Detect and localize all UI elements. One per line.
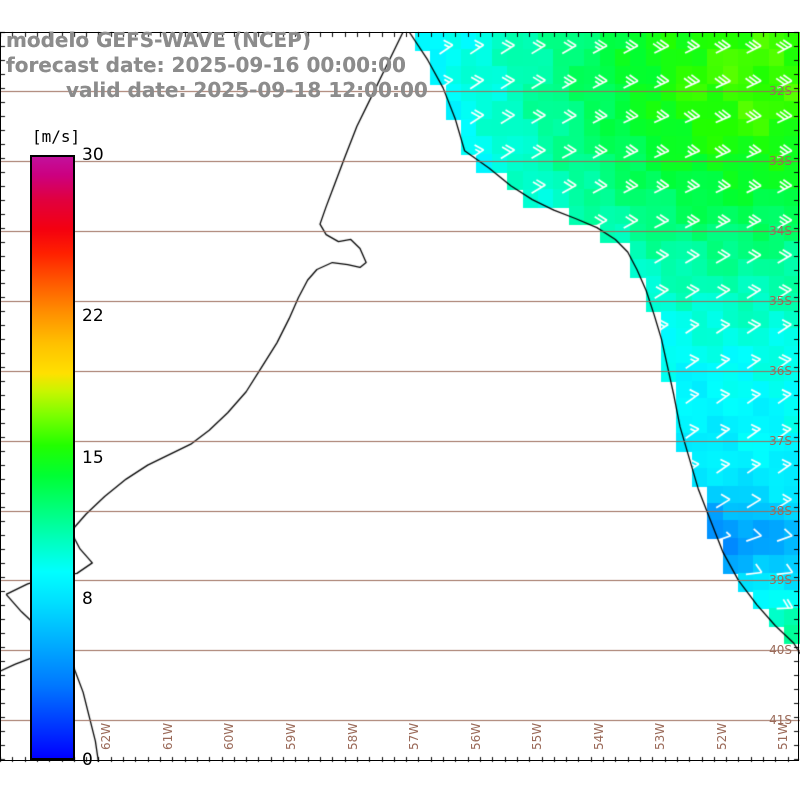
map-plot-area[interactable] <box>0 32 800 762</box>
latitude-label-33S: 33S <box>769 154 792 169</box>
colorbar-tick-15: 15 <box>82 447 104 468</box>
longitude-label-60W: 60W <box>222 722 237 750</box>
latitude-label-37S: 37S <box>769 433 792 448</box>
latitude-label-32S: 32S <box>769 84 792 99</box>
latitude-label-34S: 34S <box>769 224 792 239</box>
figure-title: modelo GEFS-WAVE (NCEP) forecast date: 2… <box>0 28 520 103</box>
colorbar-unit-label: [m/s] <box>32 127 81 146</box>
longitude-label-56W: 56W <box>468 722 483 750</box>
longitude-label-61W: 61W <box>160 722 175 750</box>
colorbar-tick-22: 22 <box>82 306 104 327</box>
longitude-label-51W: 51W <box>776 722 791 750</box>
longitude-label-62W: 62W <box>99 722 114 750</box>
latitude-label-40S: 40S <box>769 643 792 658</box>
longitude-label-59W: 59W <box>284 722 298 750</box>
longitude-label-58W: 58W <box>345 722 360 750</box>
longitude-label-52W: 52W <box>714 722 729 750</box>
longitude-label-54W: 54W <box>591 722 606 750</box>
title-forecast-date-line: forecast date: 2025-09-16 00:00:00 <box>6 53 406 77</box>
longitude-label-53W: 53W <box>653 722 668 750</box>
latitude-label-39S: 39S <box>769 573 792 588</box>
longitude-label-55W: 55W <box>530 722 545 750</box>
latitude-label-35S: 35S <box>769 293 792 308</box>
latitude-label-38S: 38S <box>769 503 792 518</box>
colorbar: [m/s] 30 22 15 8 0 <box>30 127 104 770</box>
colorbar-tick-8: 8 <box>82 588 93 609</box>
colorbar-gradient <box>30 155 75 760</box>
title-valid-date-line: valid date: 2025-09-18 12:00:00 <box>66 78 428 102</box>
latitude-label-36S: 36S <box>769 363 792 378</box>
longitude-label-57W: 57W <box>407 722 422 750</box>
colorbar-tick-0: 0 <box>82 750 93 770</box>
wind-speed-heatmap <box>0 32 800 762</box>
title-model-line: modelo GEFS-WAVE (NCEP) <box>6 28 311 52</box>
colorbar-tick-30: 30 <box>82 145 104 165</box>
